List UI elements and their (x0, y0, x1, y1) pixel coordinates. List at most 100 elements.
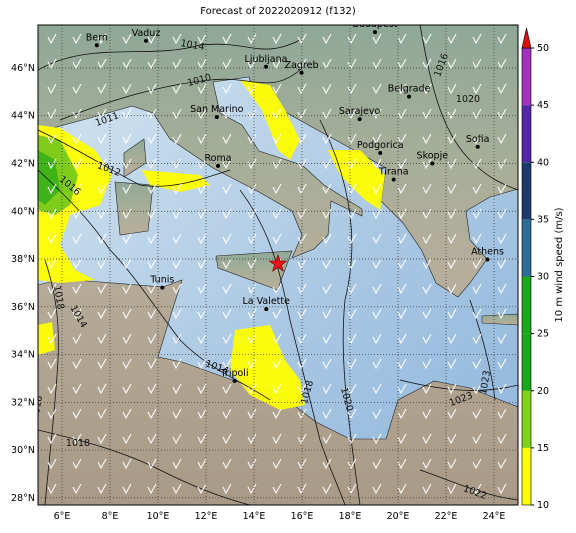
wind-barb (197, 358, 207, 370)
wind-barb (72, 258, 82, 270)
wind-barb (472, 33, 482, 45)
wind-barb (372, 183, 382, 195)
wind-barb (322, 258, 332, 270)
wind-barb (147, 183, 157, 195)
colorbar-tick-label: 10 (537, 500, 549, 511)
wind-barb (97, 333, 107, 345)
wind-barb (47, 458, 57, 470)
wind-barb (47, 433, 57, 445)
wind-barb (72, 283, 82, 295)
y-tick-label: 28°N (11, 493, 35, 504)
wind-barb (197, 308, 207, 320)
x-tick-label: 24°E (483, 511, 506, 522)
wind-barb (447, 33, 457, 45)
wind-barb (147, 233, 157, 245)
wind-barb (122, 483, 132, 495)
wind-barb (197, 458, 207, 470)
wind-barb (147, 258, 157, 270)
wind-barb (97, 308, 107, 320)
wind-barb (472, 258, 482, 270)
wind-barb (147, 483, 157, 495)
wind-barb (397, 83, 407, 95)
wind-barb (447, 133, 457, 145)
wind-barb (47, 383, 57, 395)
wind-barb (147, 358, 157, 370)
city-marker (264, 307, 269, 312)
wind-barb (72, 358, 82, 370)
wind-barb (122, 258, 132, 270)
wind-barb (197, 483, 207, 495)
colorbar-segment (522, 333, 531, 391)
city-marker (299, 70, 304, 75)
isobar-label: 1018 (66, 438, 90, 449)
wind-barb (297, 83, 307, 95)
wind-barb (272, 83, 282, 95)
colorbar-segment (522, 219, 531, 277)
wind-barb (72, 158, 82, 170)
wind-barb (497, 483, 507, 495)
isobar-label: 1018 (30, 395, 45, 421)
wind-barb (372, 483, 382, 495)
wind-barb (197, 433, 207, 445)
wind-barb (397, 208, 407, 220)
wind-barb (472, 408, 482, 420)
isobar (44, 259, 59, 505)
city-marker (391, 177, 396, 182)
wind-barb (372, 283, 382, 295)
wind-barb (272, 383, 282, 395)
wind-barb (72, 58, 82, 70)
isobar (38, 129, 231, 187)
wind-barb (422, 33, 432, 45)
x-tick-label: 18°E (339, 511, 362, 522)
wind-barb (422, 308, 432, 320)
wind-barb (147, 33, 157, 45)
wind-barb (447, 283, 457, 295)
wind-barb (497, 333, 507, 345)
wind-barb (422, 208, 432, 220)
wind-barb (97, 183, 107, 195)
colorbar-tick-label: 20 (537, 386, 549, 397)
wind-barbs (47, 33, 507, 495)
y-tick-label: 38°N (11, 254, 35, 265)
wind-barb (422, 133, 432, 145)
wind-barb (147, 308, 157, 320)
wind-barb (297, 308, 307, 320)
wind-barb (97, 108, 107, 120)
wind-barb (372, 133, 382, 145)
wind-barb (422, 408, 432, 420)
wind-barb (422, 483, 432, 495)
wind-barb (472, 133, 482, 145)
city-label: Budapest (352, 19, 397, 30)
wind-barb (122, 83, 132, 95)
wind-area (240, 80, 300, 160)
wind-barb (497, 33, 507, 45)
wind-barb (472, 208, 482, 220)
wind-barb (97, 258, 107, 270)
wind-barb (147, 408, 157, 420)
x-tick-label: 16°E (291, 511, 314, 522)
wind-barb (447, 483, 457, 495)
wind-barb (372, 333, 382, 345)
wind-barb (497, 83, 507, 95)
wind-barb (147, 158, 157, 170)
wind-barb (422, 233, 432, 245)
wind-barb (372, 233, 382, 245)
wind-barb (447, 58, 457, 70)
wind-barb (72, 183, 82, 195)
wind-barb (72, 483, 82, 495)
wind-barb (447, 458, 457, 470)
wind-barb (72, 233, 82, 245)
wind-barb (272, 233, 282, 245)
wind-barb (472, 458, 482, 470)
wind-barb (297, 133, 307, 145)
colorbar-segment (522, 276, 531, 334)
city-marker (216, 163, 220, 168)
wind-barb (497, 158, 507, 170)
wind-barb (497, 433, 507, 445)
city-marker (378, 151, 383, 155)
colorbar-segment (522, 48, 531, 106)
wind-barb (497, 383, 507, 395)
wind-barb (172, 408, 182, 420)
city-label: Belgrade (388, 84, 431, 95)
wind-barb (322, 183, 332, 195)
